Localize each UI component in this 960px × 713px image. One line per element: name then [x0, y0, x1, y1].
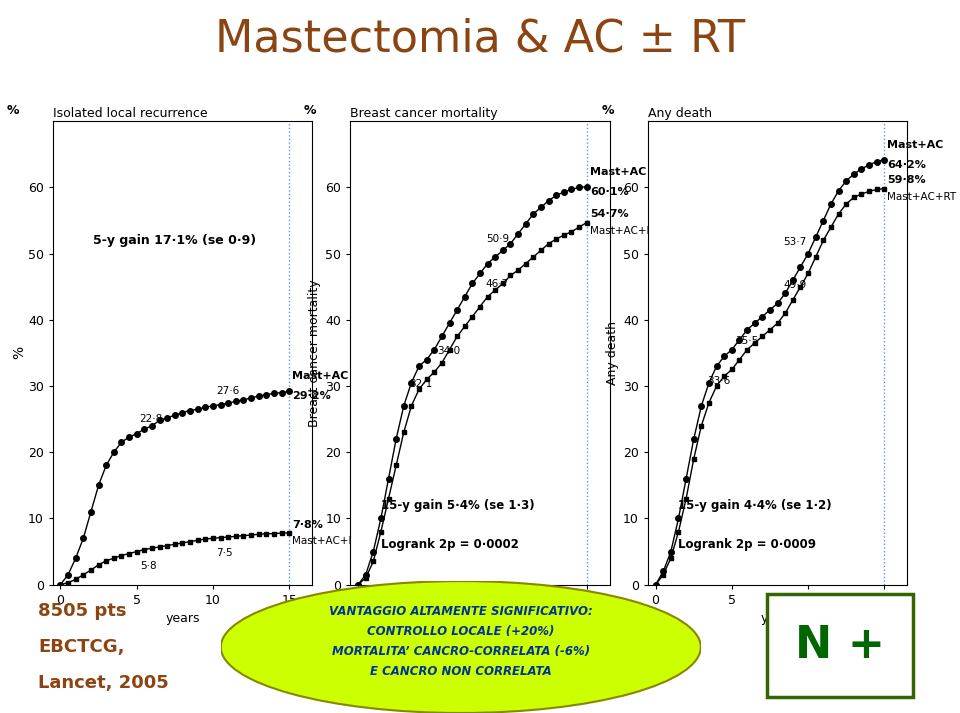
Text: Mast+AC: Mast+AC	[589, 167, 646, 177]
Text: %: %	[6, 103, 18, 116]
Text: Any death: Any death	[648, 107, 712, 120]
Text: Logrank 2p = 0·0009: Logrank 2p = 0·0009	[679, 538, 817, 551]
Text: Mast+AC+RT: Mast+AC+RT	[887, 192, 956, 202]
Text: 32·1: 32·1	[410, 379, 433, 389]
Text: 54·7%: 54·7%	[589, 209, 629, 219]
Text: EBCTCG,: EBCTCG,	[38, 638, 125, 656]
Text: Logrank 2p = 0·0002: Logrank 2p = 0·0002	[381, 538, 518, 551]
Text: %: %	[601, 103, 613, 116]
Text: Mast+AC+RT: Mast+AC+RT	[292, 536, 361, 546]
X-axis label: years: years	[760, 612, 795, 625]
Text: 46·7: 46·7	[486, 279, 509, 289]
Text: 49·9: 49·9	[783, 280, 806, 290]
Text: 27·6: 27·6	[216, 386, 239, 396]
Text: 8505 pts: 8505 pts	[38, 602, 127, 620]
Text: 64·2%: 64·2%	[887, 160, 926, 170]
X-axis label: years: years	[463, 612, 497, 625]
Text: 22·8: 22·8	[140, 414, 163, 424]
X-axis label: years: years	[165, 612, 200, 625]
Text: 15-y gain 5·4% (se 1·3): 15-y gain 5·4% (se 1·3)	[381, 498, 535, 512]
Text: Breast cancer mortality: Breast cancer mortality	[350, 107, 498, 120]
Text: 59·8%: 59·8%	[887, 175, 926, 185]
Text: 29·2%: 29·2%	[292, 391, 331, 401]
Text: 7·8%: 7·8%	[292, 520, 324, 530]
Text: 34·0: 34·0	[438, 347, 461, 356]
Text: 5·8: 5·8	[140, 562, 156, 572]
Text: 50·9: 50·9	[486, 235, 509, 245]
Text: 33·6: 33·6	[708, 376, 731, 386]
Text: 5-y gain 17·1% (se 0·9): 5-y gain 17·1% (se 0·9)	[93, 234, 256, 247]
Text: Mast+AC: Mast+AC	[887, 140, 944, 150]
Ellipse shape	[221, 581, 701, 713]
Text: 60·1%: 60·1%	[589, 187, 629, 197]
Text: Mast+AC: Mast+AC	[292, 371, 348, 381]
Text: VANTAGGIO ALTAMENTE SIGNIFICATIVO:
CONTROLLO LOCALE (+20%)
MORTALITA’ CANCRO-COR: VANTAGGIO ALTAMENTE SIGNIFICATIVO: CONTR…	[329, 605, 592, 678]
FancyBboxPatch shape	[767, 594, 914, 697]
Text: 35·5: 35·5	[735, 337, 758, 347]
Y-axis label: %: %	[12, 347, 26, 359]
Text: 53·7: 53·7	[783, 237, 806, 247]
Text: 7·5: 7·5	[216, 548, 232, 558]
Text: Lancet, 2005: Lancet, 2005	[38, 674, 169, 692]
Text: Mastectomia & AC ± RT: Mastectomia & AC ± RT	[215, 18, 745, 61]
Text: %: %	[303, 103, 316, 116]
Text: Isolated local recurrence: Isolated local recurrence	[53, 107, 207, 120]
Y-axis label: Any death: Any death	[606, 321, 619, 385]
Y-axis label: Breast cancer mortality: Breast cancer mortality	[308, 279, 322, 427]
Text: Mast+AC+RT: Mast+AC+RT	[589, 226, 659, 236]
Text: N +: N +	[795, 624, 885, 667]
Text: 15-y gain 4·4% (se 1·2): 15-y gain 4·4% (se 1·2)	[679, 498, 832, 512]
